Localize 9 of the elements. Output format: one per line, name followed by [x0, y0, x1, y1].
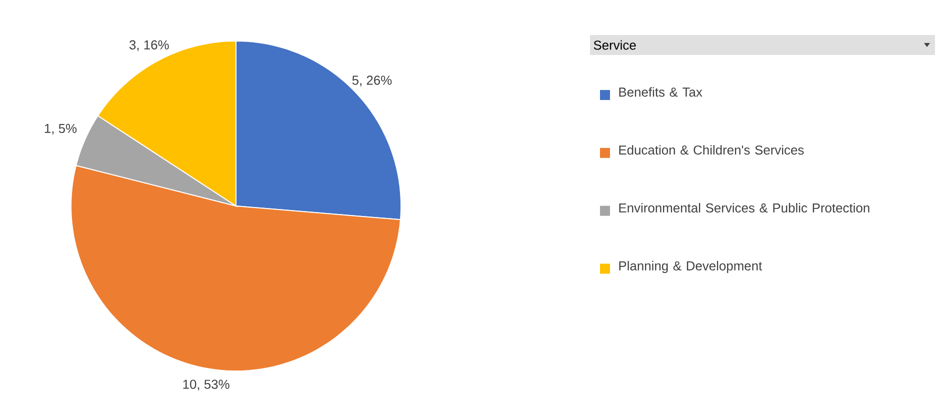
legend-label: Planning & Development: [619, 260, 762, 273]
legend-label: Environmental Services & Public Protection: [619, 203, 870, 213]
data-label: 1, 5%: [44, 124, 77, 135]
data-label: 3, 16%: [129, 40, 169, 51]
legend-label: Benefits & Tax: [619, 87, 702, 97]
data-label: 10, 53%: [183, 380, 230, 390]
legend-label: Education & Children's Services: [619, 145, 804, 155]
legend-title: Service: [594, 40, 636, 50]
data-label: 5, 26%: [352, 76, 392, 86]
